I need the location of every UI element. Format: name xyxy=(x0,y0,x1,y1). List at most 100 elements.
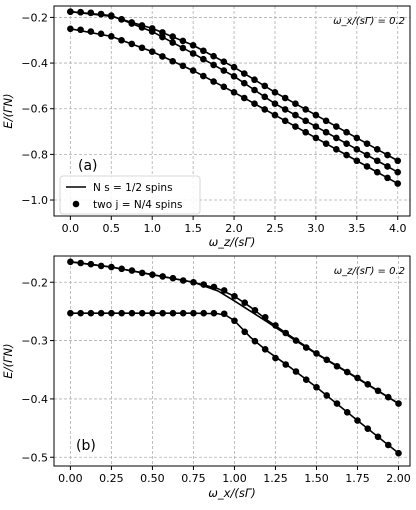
data-point xyxy=(230,63,238,71)
data-point xyxy=(118,36,125,44)
data-point xyxy=(159,29,166,36)
data-point xyxy=(67,309,74,317)
data-point xyxy=(384,163,391,170)
data-point xyxy=(292,100,299,107)
data-point xyxy=(179,44,187,52)
data-point xyxy=(343,409,351,416)
data-point xyxy=(97,262,105,270)
data-point xyxy=(395,449,402,457)
data-point xyxy=(200,55,207,63)
data-point xyxy=(210,309,218,317)
data-point xyxy=(343,151,350,159)
x-tick-label: 1.5 xyxy=(184,222,202,235)
data-point xyxy=(281,94,289,102)
legend-box xyxy=(59,175,201,215)
data-point xyxy=(179,309,187,317)
data-point xyxy=(159,53,166,60)
data-point xyxy=(138,309,146,317)
panel-a: 0.0 0.5 1.0 1.5 2.0 2.5 3.0 3.5 4.0 −1.0 −0.8 −0.6 −… xyxy=(1,5,411,249)
data-point xyxy=(292,123,299,130)
data-point xyxy=(374,387,382,395)
y-tick-label: −0.4 xyxy=(21,393,48,406)
data-point xyxy=(190,309,197,317)
data-point xyxy=(251,337,259,345)
data-point xyxy=(189,67,197,74)
data-point xyxy=(292,368,300,375)
data-point xyxy=(373,146,381,153)
data-point xyxy=(364,381,372,388)
data-point xyxy=(77,259,84,267)
data-point xyxy=(241,328,249,336)
x-tick-label: 1.50 xyxy=(304,472,329,485)
x-tick-label: 1.75 xyxy=(345,472,370,485)
data-point xyxy=(251,76,258,84)
x-tick-label: 2.00 xyxy=(386,472,411,485)
data-point xyxy=(169,39,176,46)
data-point xyxy=(281,117,289,125)
x-tick-label: 1.25 xyxy=(263,472,288,485)
data-point xyxy=(322,117,330,125)
legend-dot-marker xyxy=(72,200,80,208)
data-point xyxy=(230,73,238,80)
data-point xyxy=(333,146,340,153)
data-point xyxy=(97,30,105,38)
data-point xyxy=(169,57,176,65)
data-point xyxy=(77,309,84,317)
x-tick-label: 0.50 xyxy=(140,472,165,485)
data-point xyxy=(322,128,330,136)
data-point xyxy=(220,58,228,65)
data-point xyxy=(363,140,371,147)
x-tick-label: 0.75 xyxy=(181,472,206,485)
data-point xyxy=(333,134,340,142)
data-point xyxy=(240,94,248,102)
data-point xyxy=(189,50,197,57)
data-point xyxy=(271,111,279,119)
data-point xyxy=(210,78,217,85)
data-point xyxy=(159,309,166,317)
data-point xyxy=(281,106,289,113)
data-point xyxy=(220,67,228,74)
data-point xyxy=(200,47,207,55)
data-point xyxy=(220,287,228,294)
data-point xyxy=(302,106,309,113)
data-point xyxy=(128,309,136,317)
y-tick-label: −0.3 xyxy=(21,335,48,348)
data-point xyxy=(149,309,156,317)
data-point xyxy=(107,33,115,40)
data-point xyxy=(159,33,166,41)
y-tick-label: −0.6 xyxy=(21,103,48,116)
data-point xyxy=(77,8,84,16)
data-point xyxy=(179,62,187,70)
data-point xyxy=(312,123,320,130)
x-tick-label: 0.5 xyxy=(103,222,121,235)
data-point xyxy=(189,41,197,49)
axes-frame xyxy=(53,5,411,217)
data-point xyxy=(87,9,95,17)
data-point xyxy=(108,309,115,317)
data-point xyxy=(97,10,105,18)
data-point xyxy=(261,313,269,321)
data-point xyxy=(353,146,361,153)
data-point xyxy=(333,362,341,370)
data-point xyxy=(138,44,146,52)
data-point xyxy=(118,265,125,273)
data-point xyxy=(302,128,309,136)
data-point xyxy=(210,61,217,69)
data-point xyxy=(373,157,381,165)
data-point xyxy=(261,346,269,353)
data-point xyxy=(251,306,259,314)
data-point xyxy=(200,309,207,317)
data-point xyxy=(220,310,228,318)
y-tick-label: −0.8 xyxy=(21,148,48,161)
data-point xyxy=(323,392,331,399)
data-point xyxy=(333,400,341,407)
data-point xyxy=(384,441,392,449)
data-point xyxy=(118,309,125,317)
data-point xyxy=(87,28,95,35)
data-point xyxy=(179,277,187,284)
x-tick-label: 4.0 xyxy=(389,222,407,235)
data-point xyxy=(261,82,269,90)
data-point xyxy=(108,263,115,271)
data-point xyxy=(354,374,361,382)
data-point xyxy=(323,356,331,364)
